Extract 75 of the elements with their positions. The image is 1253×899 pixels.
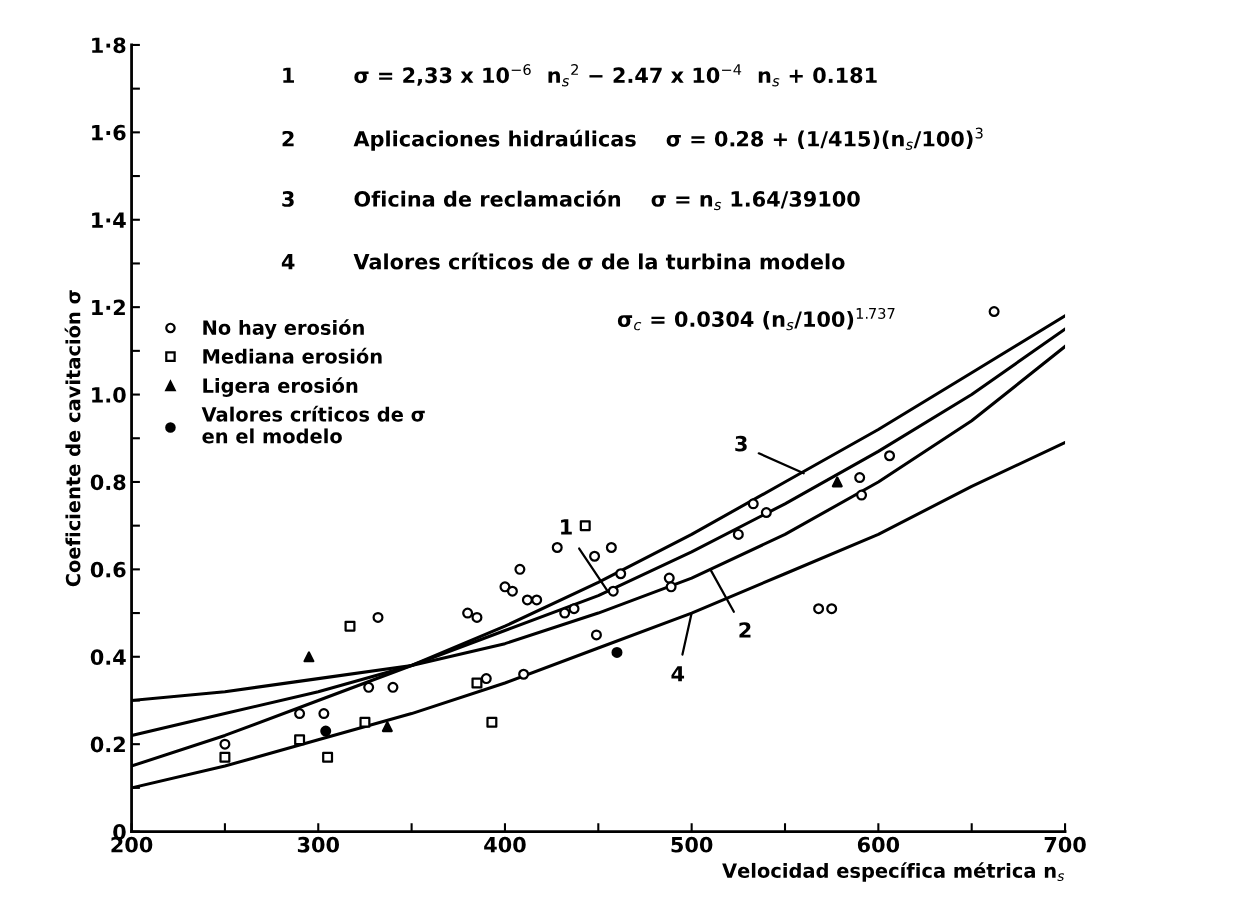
point bbox=[611, 646, 623, 658]
annotation: 4 Valores críticos de σ de la turbina modelo bbox=[281, 252, 845, 270]
point bbox=[294, 708, 306, 720]
point bbox=[219, 751, 231, 763]
y-axis-title: Coeficiente de cavitación σ bbox=[64, 290, 81, 587]
point bbox=[462, 607, 474, 619]
annotation: 2 Aplicaciones hidraúlicas σ = 0.28 + (1/415)(n$_{s}$/100)$^{3}$ bbox=[282, 127, 983, 151]
y-tick-label: 1.0 bbox=[92, 387, 126, 403]
point bbox=[559, 607, 571, 619]
point bbox=[760, 507, 772, 519]
y-tick-label: 1·4 bbox=[92, 212, 126, 228]
point bbox=[320, 725, 332, 737]
point bbox=[521, 594, 533, 606]
point bbox=[854, 472, 866, 484]
point bbox=[568, 603, 580, 615]
y-tick-label: 0.6 bbox=[90, 561, 126, 578]
point bbox=[518, 668, 530, 680]
point bbox=[303, 651, 315, 663]
point bbox=[471, 677, 483, 689]
point bbox=[590, 629, 602, 641]
annotation: σ$_{c}$ = 0.0304 (n$_{s}$/100)$^{1.737}$ bbox=[617, 307, 895, 331]
y-tick-label: 0.8 bbox=[90, 474, 126, 491]
point bbox=[219, 738, 231, 750]
annotation: 1 bbox=[561, 519, 572, 535]
point bbox=[514, 563, 526, 575]
y-tick-label: 1·2 bbox=[92, 299, 125, 316]
point bbox=[589, 550, 601, 562]
y-tick-label: 0.4 bbox=[90, 649, 126, 665]
point bbox=[480, 673, 492, 685]
point bbox=[294, 734, 306, 746]
point bbox=[506, 585, 518, 597]
x-tick-label: 600 bbox=[857, 836, 900, 853]
point bbox=[884, 450, 896, 462]
point bbox=[531, 594, 543, 606]
x-tick-label: 300 bbox=[297, 836, 340, 853]
x-tick-label: 500 bbox=[671, 836, 713, 853]
point bbox=[318, 708, 330, 720]
point bbox=[579, 520, 591, 532]
point bbox=[344, 620, 356, 632]
point bbox=[387, 681, 399, 693]
point bbox=[732, 528, 744, 540]
point bbox=[813, 603, 825, 615]
y-tick-label: 1·8 bbox=[92, 37, 126, 54]
annotation: 3 bbox=[735, 435, 747, 452]
point bbox=[486, 716, 498, 728]
y-tick-label: 0.2 bbox=[90, 736, 125, 753]
annotation: 2 bbox=[739, 622, 751, 638]
x-tick-label: 700 bbox=[1044, 836, 1086, 853]
point bbox=[372, 611, 384, 623]
point bbox=[856, 489, 868, 501]
point bbox=[831, 476, 843, 488]
legend-label: Mediana erosión bbox=[203, 347, 382, 364]
point bbox=[747, 498, 759, 510]
legend-label: Valores críticos de σ en el modelo bbox=[201, 405, 425, 444]
text: 1 σ = 2,33 x 10$^{−6}$ n$_{s}$$^{2}$ − 2.47 x 10$^{−4}$ n$_{s}$ + 0.181 bbox=[283, 64, 877, 87]
point bbox=[322, 751, 334, 763]
annotation: 3 Oficina de reclamación σ = n$_{s}$ 1.64/39100 bbox=[282, 189, 860, 211]
point bbox=[551, 542, 563, 554]
x-axis-title: Velocidad específica métrica n$_{s}$ bbox=[722, 862, 1065, 882]
point bbox=[359, 716, 371, 728]
x-tick-label: 400 bbox=[484, 836, 526, 853]
point bbox=[988, 306, 1000, 318]
point bbox=[471, 611, 483, 623]
y-tick-label: 1·6 bbox=[92, 124, 126, 141]
legend-label: Ligera erosión bbox=[203, 377, 358, 397]
annotation: 4 bbox=[671, 666, 685, 682]
point bbox=[826, 603, 838, 615]
point bbox=[615, 568, 627, 580]
point bbox=[665, 581, 677, 593]
legend-label: No hay erosión bbox=[203, 319, 364, 339]
point bbox=[363, 681, 375, 693]
point bbox=[381, 721, 393, 733]
point bbox=[605, 542, 617, 554]
point bbox=[663, 572, 675, 584]
point bbox=[607, 585, 619, 597]
